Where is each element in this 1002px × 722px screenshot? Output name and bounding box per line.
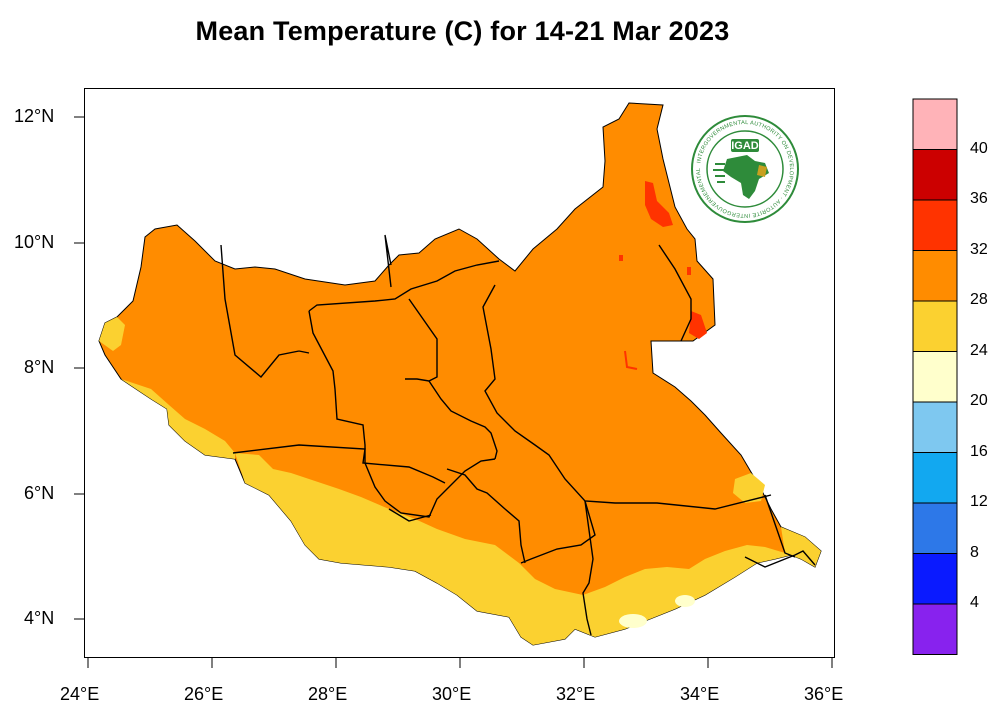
colorbar-box — [912, 452, 958, 504]
colorbar-box — [912, 199, 958, 251]
east-patch-24-28 — [733, 473, 765, 503]
y-tick-label: 8°N — [24, 357, 55, 377]
colorbar-label: 32 — [970, 240, 988, 258]
x-tick-label: 24°E — [60, 684, 100, 704]
colorbar-label: 40 — [970, 139, 988, 157]
x-tick-label: 36°E — [804, 684, 844, 704]
colorbar-box — [912, 502, 958, 554]
state-boundaries — [220, 234, 816, 636]
x-tick-label: 30°E — [432, 684, 472, 704]
colorbar-label: 24 — [970, 341, 988, 359]
colorbar-label: 36 — [970, 190, 988, 207]
temperature-map: INTERGOVERNMENTAL AUTHORITY ON DEVELOPME… — [98, 102, 822, 646]
east-patch2-24-28 — [781, 527, 821, 567]
colorbar-box — [912, 250, 958, 302]
hot-spot-east — [689, 311, 707, 339]
colorbar-label: 16 — [970, 442, 988, 460]
hot-spot-north — [645, 181, 673, 227]
colorbar-box — [912, 603, 958, 655]
cool-spot-20-24 — [619, 614, 647, 628]
colorbar-box — [912, 351, 958, 403]
hot-spot-small1 — [619, 255, 623, 261]
western-band-24-28 — [121, 379, 235, 459]
colorbar-label: 28 — [970, 291, 988, 308]
colorbar-boxes — [912, 98, 958, 655]
colorbar-box — [912, 401, 958, 453]
x-tick-label: 32°E — [556, 684, 596, 704]
colorbar-box — [912, 300, 958, 352]
cool-spot2-20-24 — [675, 595, 695, 607]
hot-spot-small2 — [687, 267, 691, 275]
x-tick-label: 26°E — [184, 684, 224, 704]
y-tick-label: 6°N — [24, 483, 55, 503]
y-tick-label: 12°N — [14, 106, 55, 126]
hot-line — [624, 350, 638, 370]
colorbar-box — [912, 553, 958, 605]
map-title: Mean Temperature (C) for 14-21 Mar 2023 — [195, 16, 730, 46]
x-tick-label: 28°E — [308, 684, 348, 704]
colorbar-label: 12 — [970, 493, 988, 510]
colorbar-box — [912, 98, 958, 150]
colorbar — [912, 98, 958, 655]
x-tick-label: 34°E — [680, 684, 720, 704]
southern-band-24-28 — [235, 453, 801, 645]
y-tick-label: 4°N — [24, 608, 55, 628]
logo-text: IGAD — [731, 140, 759, 152]
y-tick-label: 10°N — [14, 232, 55, 252]
colorbar-label: 8 — [970, 543, 979, 561]
colorbar-label: 20 — [970, 392, 988, 409]
colorbar-box — [912, 149, 958, 201]
africa-icon — [723, 155, 769, 199]
west-tip-24-28 — [99, 317, 125, 351]
map-panel[interactable]: INTERGOVERNMENTAL AUTHORITY ON DEVELOPME… — [84, 88, 835, 658]
colorbar-label: 4 — [970, 594, 979, 611]
igad-logo: INTERGOVERNMENTAL AUTHORITY ON DEVELOPME… — [691, 115, 799, 223]
